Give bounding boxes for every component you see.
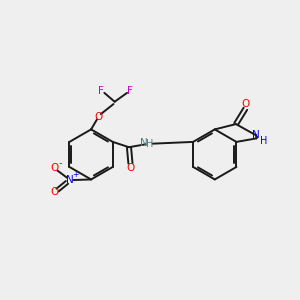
Text: F: F (127, 85, 133, 95)
Text: O: O (50, 188, 59, 197)
Text: O: O (126, 164, 135, 173)
Text: -: - (59, 158, 62, 168)
Text: F: F (98, 85, 104, 95)
Text: O: O (94, 112, 103, 122)
Text: +: + (72, 170, 79, 179)
Text: O: O (242, 99, 250, 109)
Text: H: H (146, 139, 154, 149)
Text: N: N (66, 175, 74, 185)
Text: O: O (50, 163, 59, 173)
Text: H: H (260, 136, 267, 146)
Text: N: N (140, 138, 148, 148)
Text: N: N (252, 130, 260, 140)
